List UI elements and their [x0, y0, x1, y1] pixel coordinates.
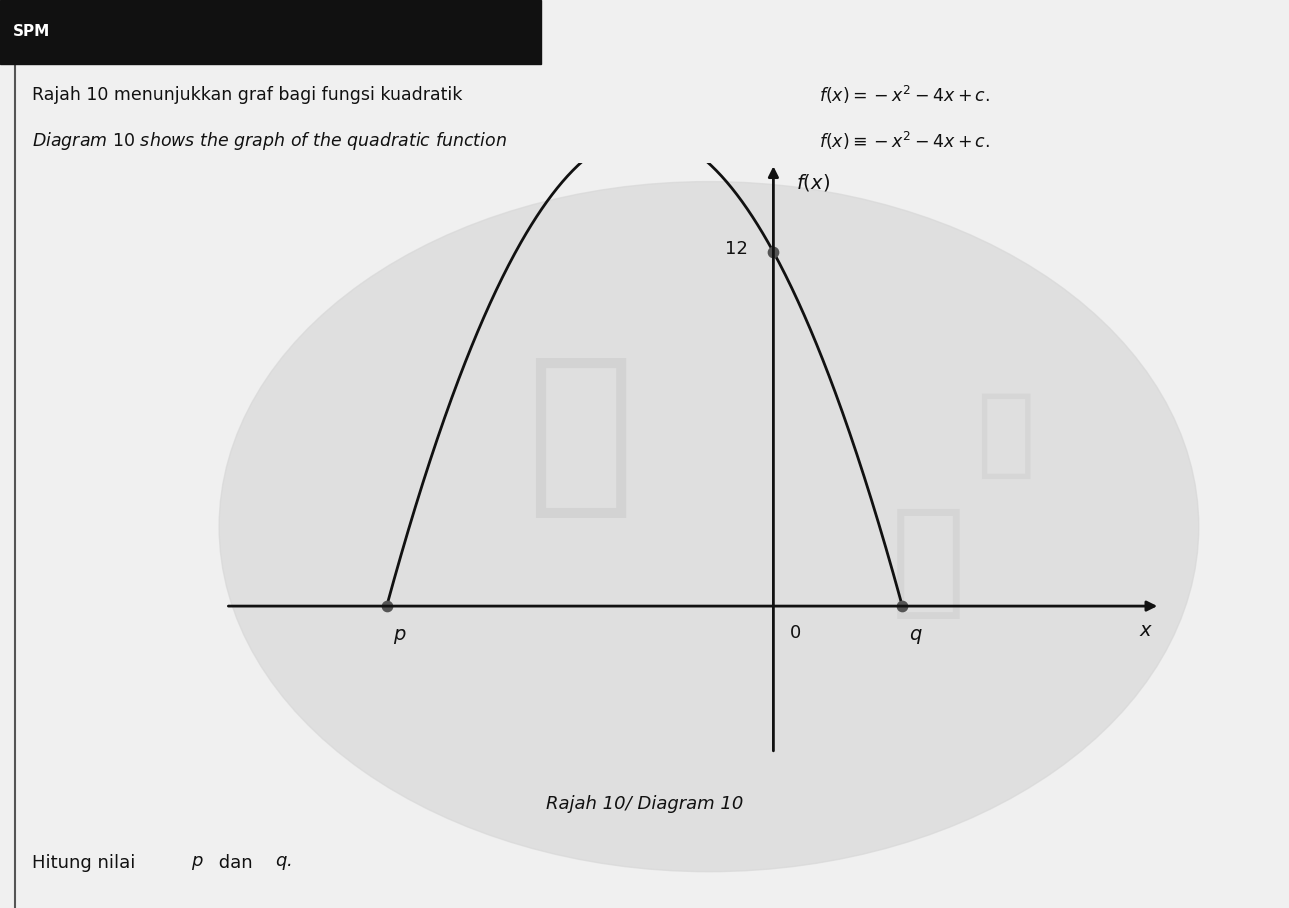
Text: Rajah 10 menunjukkan graf bagi fungsi kuadratik: Rajah 10 menunjukkan graf bagi fungsi ku… [32, 86, 468, 104]
Text: $p$: $p$ [191, 854, 204, 872]
Point [763, 244, 784, 259]
Text: $q$: $q$ [909, 627, 923, 646]
Point [376, 599, 397, 614]
Text: Hitung nilai: Hitung nilai [32, 854, 142, 872]
Text: dan: dan [213, 854, 258, 872]
Text: $p$: $p$ [393, 627, 407, 646]
Text: 0: 0 [789, 624, 800, 642]
Text: $\it{f(x) \equiv -x^2 - 4x + c.}$: $\it{f(x) \equiv -x^2 - 4x + c.}$ [819, 130, 990, 152]
Text: $f(x)$: $f(x)$ [797, 173, 830, 193]
Circle shape [219, 182, 1199, 872]
Text: 思: 思 [891, 502, 965, 624]
Text: 教: 教 [976, 390, 1035, 482]
Point [892, 599, 913, 614]
Text: $x$: $x$ [1139, 621, 1154, 640]
Text: 慧: 慧 [526, 348, 634, 524]
Text: $\it{Diagram\ 10\ shows\ the\ graph\ of\ the\ quadratic\ function}$: $\it{Diagram\ 10\ shows\ the\ graph\ of\… [32, 130, 507, 152]
Text: $f(x) = -x^2 - 4x + c.$: $f(x) = -x^2 - 4x + c.$ [819, 84, 990, 106]
Text: $q$.: $q$. [275, 854, 291, 872]
Text: Rajah 10/ Diagram 10: Rajah 10/ Diagram 10 [545, 794, 744, 813]
Text: SPM: SPM [13, 25, 50, 39]
Text: 12: 12 [724, 240, 748, 258]
Bar [0, 0, 541, 64]
